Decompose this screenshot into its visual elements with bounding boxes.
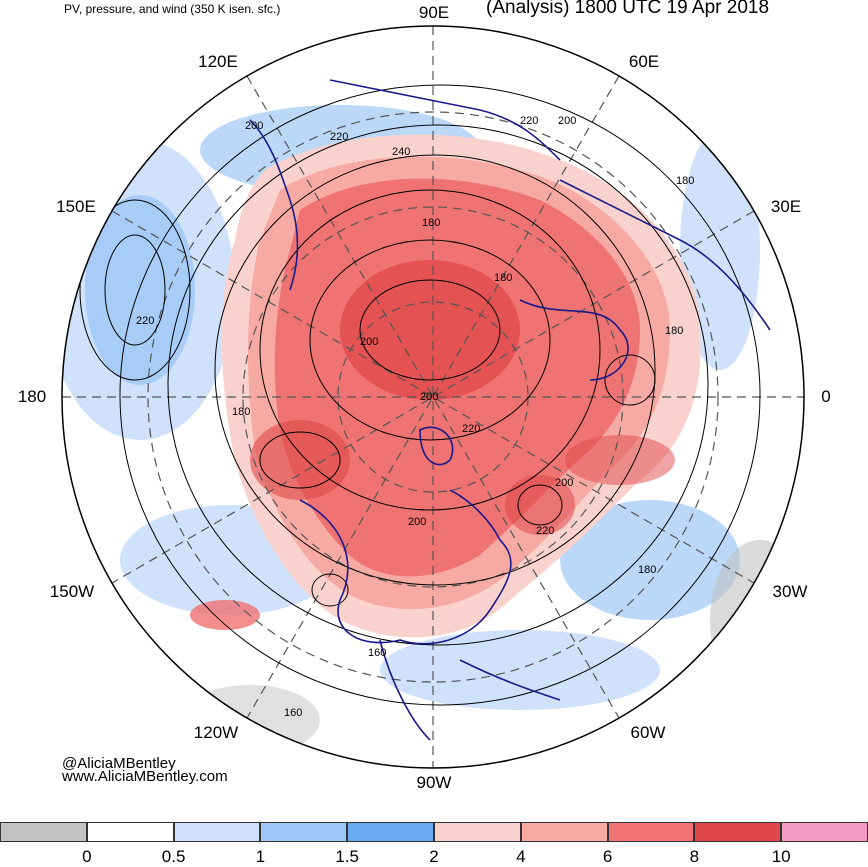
colorbar-segment (347, 822, 434, 842)
contour-label: 240 (392, 146, 410, 158)
colorbar-tick-label: 8 (689, 847, 700, 866)
lon-label-180: 180 (17, 387, 47, 406)
contour-label-group: 200 220 240 220 200 180 180 180 220 200 … (136, 115, 694, 719)
contour-label: 200 (420, 391, 438, 403)
contour-label: 180 (665, 325, 683, 337)
colorbar-segment (781, 822, 868, 842)
colorbar-tick-label: 1 (255, 847, 266, 866)
colorbar-segment (434, 822, 521, 842)
colorbar-tick-label: 10 (771, 847, 791, 866)
lon-label-150w: 150W (49, 582, 95, 601)
lon-label-90w: 90W (416, 773, 452, 792)
colorbar-segment (694, 822, 782, 842)
lon-label-60w: 60W (630, 723, 666, 742)
map-fields (62, 26, 804, 768)
contour-label: 220 (520, 115, 538, 127)
contour-label: 180 (638, 564, 656, 576)
colorbar-tick-label: 0 (82, 847, 92, 866)
lon-label-30w: 30W (772, 582, 808, 601)
colorbar-segment (520, 822, 608, 842)
lon-label-60e: 60E (628, 52, 660, 71)
lon-label-90e: 90E (418, 3, 450, 22)
colorbar-segment (86, 822, 174, 842)
colorbar-segment (0, 822, 87, 842)
colorbar-segment (260, 822, 348, 842)
contour-label: 220 (462, 423, 480, 435)
colorbar (0, 822, 868, 844)
lon-label-0: 0 (821, 387, 831, 406)
colorbar-tick-label: 2 (429, 847, 439, 866)
contour-label: 220 (536, 525, 554, 537)
lon-label-120w: 120W (193, 723, 239, 742)
polar-map: 200 220 240 220 200 180 180 180 220 200 … (61, 25, 805, 769)
contour-label: 180 (676, 175, 694, 187)
contour-label: 160 (284, 707, 302, 719)
chart-title-right: (Analysis) 1800 UTC 19 Apr 2018 (486, 0, 770, 18)
credit-website: www.AliciaMBentley.com (62, 768, 228, 785)
contour-label: 180 (494, 272, 512, 284)
colorbar-tick-label: 4 (516, 847, 526, 866)
contour-label: 220 (136, 315, 154, 327)
lon-label-30e: 30E (770, 197, 802, 216)
contour-label: 200 (360, 336, 378, 348)
contour-label: 180 (232, 406, 250, 418)
contour-label: 200 (558, 115, 576, 127)
credit-handle: @AliciaMBentley (62, 755, 176, 772)
lon-label-150e: 150E (56, 197, 96, 216)
contour-label: 160 (368, 647, 386, 659)
contour-label: 200 (555, 477, 573, 489)
map-boundary (61, 25, 805, 769)
contour-label: 200 (408, 516, 426, 528)
lon-label-120e: 120E (198, 52, 238, 71)
colorbar-segment (607, 822, 695, 842)
chart-title-left: PV, pressure, and wind (350 K isen. sfc.… (64, 2, 281, 16)
contour-label: 180 (422, 217, 440, 229)
colorbar-tick-label: 1.5 (335, 847, 360, 866)
contour-label: 200 (245, 120, 263, 132)
contour-label: 220 (330, 131, 348, 143)
colorbar-segment (173, 822, 261, 842)
colorbar-tick-label: 6 (602, 847, 613, 866)
colorbar-tick-label: 0.5 (161, 847, 186, 866)
